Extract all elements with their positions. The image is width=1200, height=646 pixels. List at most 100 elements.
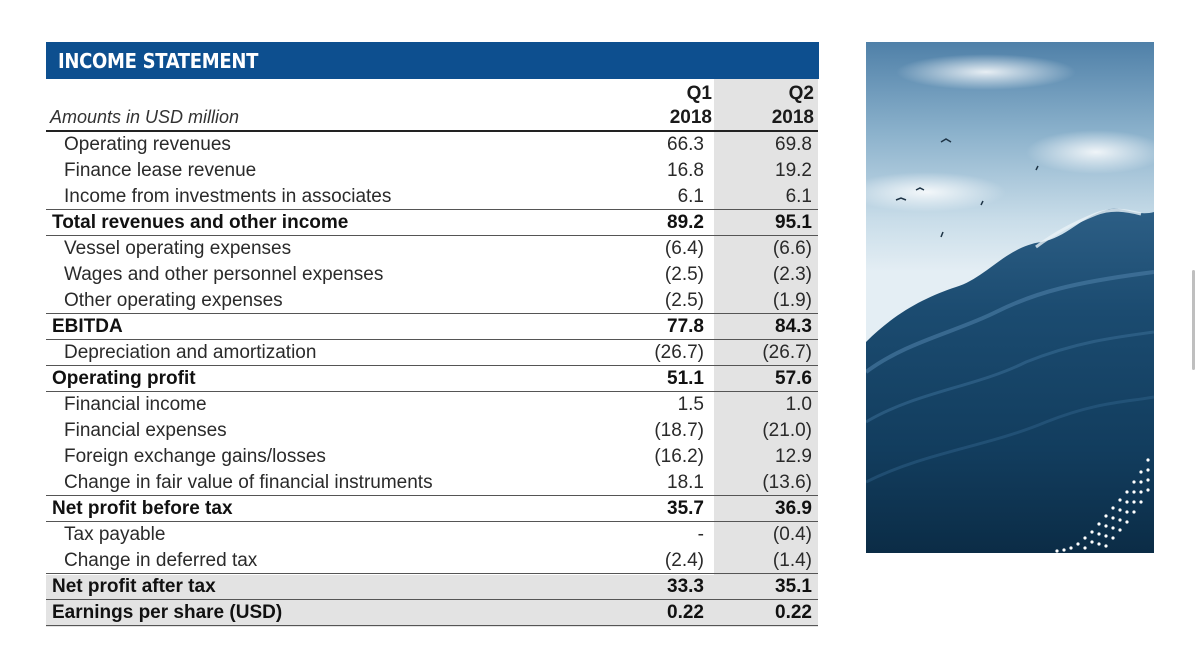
table-row: Total revenues and other income 89.2 95.1 [46,210,818,236]
q1-value: 18.1 [667,472,704,493]
row-shading-net-profit [46,575,714,601]
table-row: Vessel operating expenses (6.4) (6.6) [46,236,818,262]
row-label: EBITDA [52,316,123,337]
row-label: Total revenues and other income [52,212,349,233]
row-divider [46,599,818,600]
table-row: Change in deferred tax (2.4) (1.4) [46,548,818,574]
row-label: Financial expenses [64,420,227,441]
table-row: Depreciation and amortization (26.7) (26.7… [46,340,818,366]
row-shading-eps [46,601,714,627]
q1-value: (16.2) [654,446,704,467]
header-rule [46,130,818,132]
row-divider [46,365,818,366]
q1-value: 1.5 [677,394,704,415]
q2-value: 6.1 [785,186,812,207]
q2-value: 69.8 [775,134,812,155]
q2-value: (21.0) [762,420,812,441]
q1-year-header: 2018 [669,107,712,128]
statement-title: INCOME STATEMENT [58,49,259,73]
q1-value: 66.3 [667,134,704,155]
row-divider [46,209,818,210]
q2-value: 1.0 [785,394,812,415]
row-divider [46,339,818,340]
q1-value: 51.1 [667,368,704,389]
table-row: Net profit before tax 35.7 36.9 [46,496,818,522]
table-row: Foreign exchange gains/losses (16.2) 12.9 [46,444,818,470]
q1-value: 77.8 [667,316,704,337]
ocean-wave-photo [866,42,1154,553]
q2-value: 35.1 [775,576,812,597]
q2-value: 84.3 [775,316,812,337]
row-label: Other operating expenses [64,290,283,311]
row-divider [46,573,818,574]
table-row: Income from investments in associates 6.1… [46,184,818,210]
row-divider [46,495,818,496]
table-row: Financial expenses (18.7) (21.0) [46,418,818,444]
table-row: Operating profit 51.1 57.6 [46,366,818,392]
row-label: Change in fair value of financial instru… [64,472,433,493]
q1-value: 6.1 [677,186,704,207]
table-row: Financial income 1.5 1.0 [46,392,818,418]
q1-value: 16.8 [667,160,704,181]
row-divider [46,521,818,522]
table-row: Tax payable - (0.4) [46,522,818,548]
table-row: Operating revenues 66.3 69.8 [46,132,818,158]
q2-value: (6.6) [772,238,812,259]
units-label: Amounts in USD million [50,107,240,127]
row-label: Net profit before tax [52,498,233,519]
table-row: Net profit after tax 33.3 35.1 [46,574,818,600]
title-bar: INCOME STATEMENT [46,42,819,79]
row-label: Net profit after tax [52,576,216,597]
q2-column-shading [714,79,818,627]
q1-value: (2.4) [664,550,704,571]
q2-value: 36.9 [775,498,812,519]
q2-year-header: 2018 [771,107,814,128]
row-label: Income from investments in associates [64,186,392,207]
table-row: EBITDA 77.8 84.3 [46,314,818,340]
q2-value: 0.22 [775,602,812,623]
row-divider [46,313,818,314]
q2-value: (1.9) [772,290,812,311]
row-label: Earnings per share (USD) [52,602,283,623]
q2-period-header: Q2 [788,83,814,104]
row-divider [46,235,818,236]
q2-value: 19.2 [775,160,812,181]
row-label: Tax payable [64,524,166,545]
q2-value: (26.7) [762,342,812,363]
row-label: Finance lease revenue [64,160,257,181]
q2-value: 57.6 [775,368,812,389]
row-label: Operating profit [52,368,196,389]
table-row: Earnings per share (USD) 0.22 0.22 [46,600,818,626]
row-label: Operating revenues [64,134,231,155]
row-label: Foreign exchange gains/losses [64,446,326,467]
q2-value: (13.6) [762,472,812,493]
table-row: Other operating expenses (2.5) (1.9) [46,288,818,314]
q2-value: (1.4) [772,550,812,571]
table-row: Finance lease revenue 16.8 19.2 [46,158,818,184]
row-label: Change in deferred tax [64,550,258,571]
q2-value: 12.9 [775,446,812,467]
row-divider [46,391,818,392]
q1-value: (18.7) [654,420,704,441]
row-label: Vessel operating expenses [64,238,292,259]
q1-value: (6.4) [664,238,704,259]
q1-value: 0.22 [667,602,704,623]
edge-control-mark [1186,270,1200,370]
row-label: Wages and other personnel expenses [64,264,384,285]
q1-value: 35.7 [667,498,704,519]
q2-value: 95.1 [775,212,812,233]
q1-period-header: Q1 [686,83,712,104]
q2-value: (2.3) [772,264,812,285]
q1-value: - [697,524,704,545]
q1-value: 89.2 [667,212,704,233]
q1-value: (2.5) [664,264,704,285]
q1-value: 33.3 [667,576,704,597]
row-label: Financial income [64,394,207,415]
q1-value: (2.5) [664,290,704,311]
row-divider [46,625,818,626]
q1-value: (26.7) [654,342,704,363]
table-row: Change in fair value of financial instru… [46,470,818,496]
row-label: Depreciation and amortization [64,342,317,363]
q2-value: (0.4) [772,524,812,545]
table-row: Wages and other personnel expenses (2.5) (… [46,262,818,288]
